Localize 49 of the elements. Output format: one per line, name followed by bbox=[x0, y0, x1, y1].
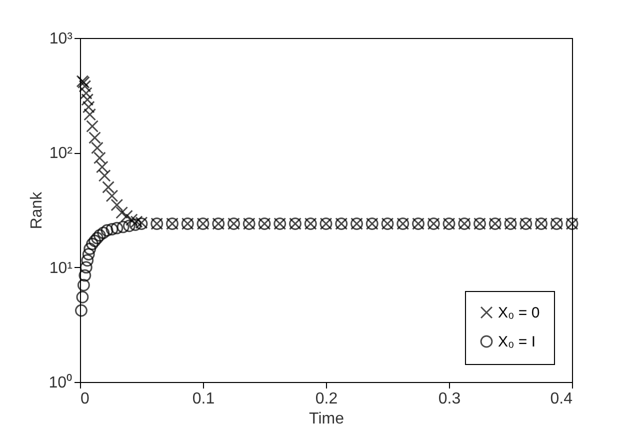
point bbox=[96, 160, 108, 174]
point bbox=[78, 269, 92, 282]
x-tick-label: 0.3 bbox=[438, 390, 461, 408]
point bbox=[84, 108, 96, 121]
point bbox=[110, 198, 124, 212]
y-axis-title: Rank bbox=[28, 190, 46, 230]
point bbox=[81, 254, 94, 267]
point bbox=[86, 120, 99, 132]
point bbox=[100, 224, 114, 237]
point bbox=[90, 142, 104, 154]
point bbox=[82, 100, 95, 114]
point bbox=[116, 206, 128, 219]
x-tick-label: 0 bbox=[80, 390, 90, 408]
point bbox=[129, 218, 142, 231]
point bbox=[93, 229, 106, 242]
point bbox=[86, 238, 99, 250]
point bbox=[97, 226, 110, 240]
point bbox=[80, 86, 92, 100]
point bbox=[80, 261, 92, 274]
point bbox=[98, 169, 111, 182]
legend-label: X₀ = I bbox=[498, 334, 536, 350]
point bbox=[106, 223, 118, 236]
y-tick-label: 10⁰ bbox=[48, 374, 72, 392]
y-tick-label: 10¹ bbox=[49, 260, 72, 277]
point bbox=[76, 290, 89, 304]
point bbox=[84, 242, 96, 256]
point bbox=[106, 190, 118, 202]
point bbox=[120, 210, 133, 222]
y-tick-label: 10² bbox=[49, 145, 74, 162]
point bbox=[102, 180, 115, 194]
legend-label: X₀ = 0 bbox=[498, 304, 540, 322]
point bbox=[110, 222, 124, 234]
point bbox=[93, 152, 106, 164]
point bbox=[90, 232, 104, 244]
point bbox=[81, 93, 94, 106]
point bbox=[130, 215, 143, 228]
point bbox=[82, 248, 95, 260]
point bbox=[88, 131, 101, 144]
point bbox=[78, 80, 92, 92]
x-tick-label: 0.2 bbox=[315, 390, 338, 408]
point bbox=[122, 220, 136, 232]
point bbox=[77, 278, 90, 292]
y-tick-label: 10³ bbox=[49, 30, 74, 48]
point bbox=[88, 234, 101, 248]
x-tick-label: 0.4 bbox=[550, 390, 573, 408]
point bbox=[116, 220, 130, 234]
point bbox=[75, 304, 88, 317]
x-axis-title: Time bbox=[309, 410, 344, 428]
x-tick-label: 0.1 bbox=[192, 390, 215, 408]
